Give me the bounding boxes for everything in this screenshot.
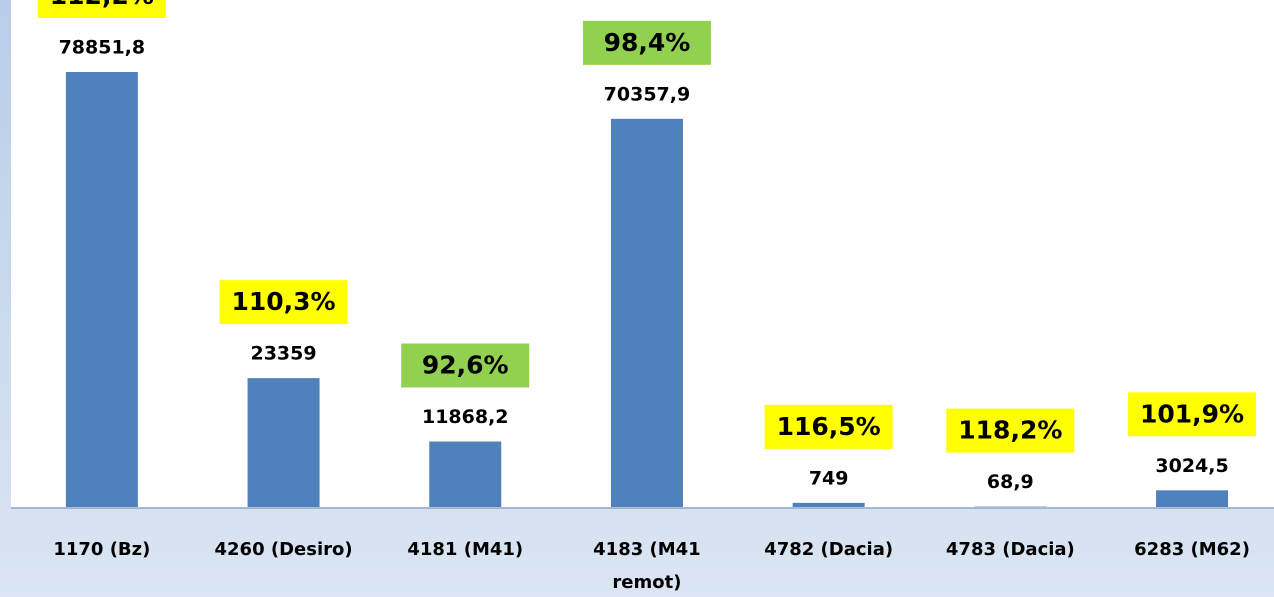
value-label: 78851,8 <box>59 37 146 59</box>
annotation: 101,9% <box>1140 399 1244 428</box>
x-tick-label: 1170 (Bz) <box>53 539 150 560</box>
bar <box>1156 490 1229 507</box>
value-label: 68,9 <box>987 471 1034 493</box>
x-tick-label: 4260 (Desiro) <box>215 539 353 560</box>
bar <box>65 72 138 507</box>
bar <box>610 118 683 508</box>
annotation-box <box>764 404 893 449</box>
annotation-box <box>401 343 530 388</box>
value-label: 23359 <box>250 343 316 365</box>
bar <box>429 441 502 507</box>
annotation: 92,6% <box>422 351 509 380</box>
bar <box>792 502 865 507</box>
x-tick-label: 4783 (Dacia) <box>946 539 1075 560</box>
bar <box>247 378 320 507</box>
annotation-box <box>946 408 1075 453</box>
value-label: 3024,5 <box>1155 455 1228 477</box>
x-tick-label: 6283 (M62) <box>1134 539 1250 560</box>
x-tick-label: 4183 (M41 remot) <box>593 539 701 593</box>
annotation-box <box>37 0 166 18</box>
annotation: 118,2% <box>958 416 1062 445</box>
x-tick-label: 4782 (Dacia) <box>764 539 893 560</box>
value-label: 11868,2 <box>422 406 509 428</box>
annotation: 98,4% <box>604 28 691 57</box>
annotation-box <box>582 20 711 65</box>
annotation-box <box>1128 392 1257 437</box>
annotation: 110,3% <box>231 287 335 316</box>
annotation: 112,2% <box>50 0 154 10</box>
x-tick-label: 4181 (M41) <box>407 539 523 560</box>
annotation: 116,5% <box>777 412 881 441</box>
annotation-box <box>219 280 348 325</box>
value-label: 749 <box>809 467 849 489</box>
value-label: 70357,9 <box>604 83 691 105</box>
